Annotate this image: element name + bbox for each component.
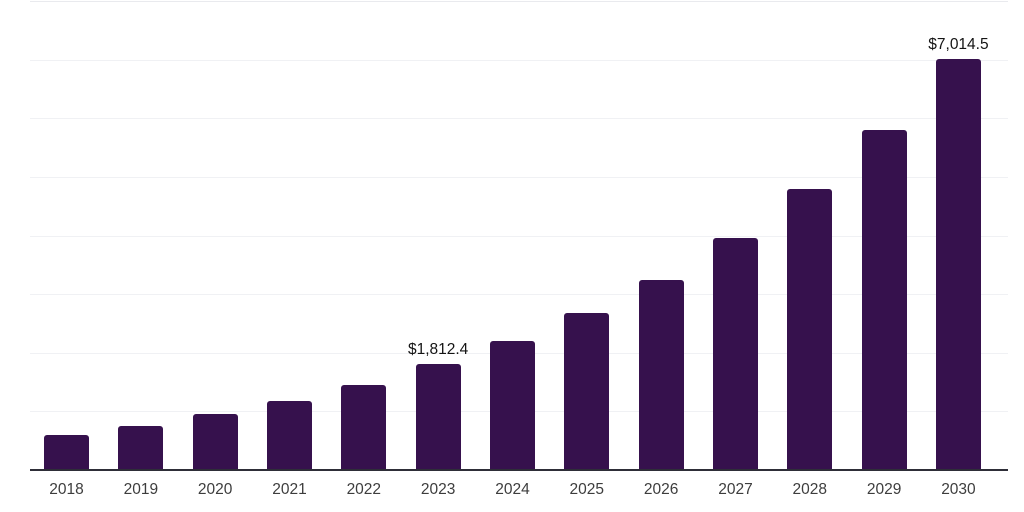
bar-column-2025 xyxy=(564,1,610,470)
x-tick-label-2024: 2024 xyxy=(495,481,530,498)
bar-column-2021 xyxy=(266,1,312,470)
bar-2021 xyxy=(266,400,312,470)
gridline xyxy=(30,59,1008,61)
bar-column-2022 xyxy=(341,1,387,470)
x-tick-label-2025: 2025 xyxy=(569,481,605,498)
bar-2022 xyxy=(341,385,387,470)
bar-2026 xyxy=(638,279,684,470)
bar-value-label-2023: $1,812.4 xyxy=(407,341,469,359)
bar-2020 xyxy=(192,414,238,470)
bar-2018 xyxy=(44,434,89,470)
gridline xyxy=(30,176,1008,178)
bar-column-2029 xyxy=(861,1,907,470)
bar-column-2030: $7,014.5 xyxy=(928,1,989,470)
gridline xyxy=(30,118,1008,120)
x-tick-label-2020: 2020 xyxy=(197,481,233,498)
gridline xyxy=(30,1,1008,2)
plot-area: $1,812.4 $7,014.5 xyxy=(44,1,989,470)
bar-column-2026 xyxy=(638,1,684,470)
bar-column-2018 xyxy=(44,1,89,470)
x-tick-label-2021: 2021 xyxy=(272,481,307,498)
bar-2024 xyxy=(489,341,535,470)
bar-column-2024 xyxy=(489,1,535,470)
x-tick-label-2029: 2029 xyxy=(866,481,902,498)
x-axis-line xyxy=(30,469,1008,471)
bar-column-2028 xyxy=(787,1,833,470)
x-tick-label-2030: 2030 xyxy=(941,481,976,498)
bar-column-2023: $1,812.4 xyxy=(408,1,468,470)
x-axis-labels: 2018 2019 2020 2021 2022 2023 2024 2025 2026 2027… xyxy=(44,481,981,501)
bar-2030 xyxy=(935,58,981,470)
x-tick-label-2023: 2023 xyxy=(420,481,456,498)
bar-column-2019 xyxy=(118,1,164,470)
x-tick-label-2019: 2019 xyxy=(123,481,159,498)
bar-value-label-2030: $7,014.5 xyxy=(928,36,989,54)
x-tick-label-2027: 2027 xyxy=(718,481,753,498)
bar-2025 xyxy=(564,312,610,470)
bar-2029 xyxy=(861,129,907,470)
bar-column-2020 xyxy=(192,1,238,470)
bar-2028 xyxy=(787,188,833,470)
gridline xyxy=(30,294,1008,296)
gridline xyxy=(30,235,1008,237)
bar-2023 xyxy=(415,363,461,470)
x-tick-label-2018: 2018 xyxy=(49,481,84,498)
x-tick-label-2028: 2028 xyxy=(792,481,828,498)
x-tick-label-2022: 2022 xyxy=(346,481,382,498)
bar-2027 xyxy=(712,237,758,470)
x-tick-label-2026: 2026 xyxy=(643,481,679,498)
bar-column-2027 xyxy=(712,1,758,470)
bar-2019 xyxy=(118,426,164,470)
